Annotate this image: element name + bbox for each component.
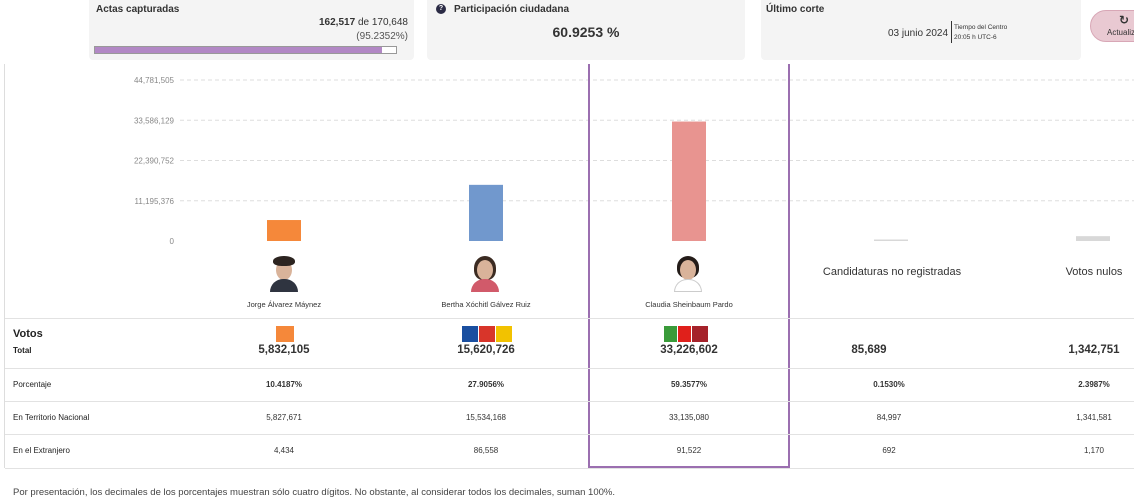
y-tick-label: 0 [170,237,175,246]
refresh-icon: ↻ [1119,13,1130,27]
party-logo-group [462,326,512,342]
actas-count: 162,517 de 170,648 [319,17,408,28]
nacional-sheinbaum: 33,135,080 [668,413,710,422]
extranjero-galvez: 86,558 [473,446,499,455]
actas-of: de [357,17,370,28]
party-logo-group [664,326,708,342]
corte-date: 03 junio 2024 [888,28,949,39]
bar-2[interactable] [672,121,706,241]
candidate-photo-sheinbaum [672,254,704,292]
corte-tz-line1: Tiempo del Centro [954,24,1008,31]
corte-timezone: Tiempo del Centro 20:05 h UTC-6 [954,23,1007,43]
candidate-name-galvez: Bertha Xóchitl Gálvez Ruiz [441,300,531,309]
percent-nulos: 2.3987% [1078,380,1110,389]
results-panel: 0 11,195,376 22,390,752 33,586,129 44,781,50… [0,64,1134,500]
bar-0[interactable] [267,220,301,241]
extranjero-maynez: 4,434 [273,446,295,455]
total-galvez: 15,620,726 [457,344,515,356]
participacion-card: ? Participación ciudadana 60.9253 % [427,0,745,60]
extranjero-no-registradas: 692 [882,446,896,455]
percent-galvez: 27.9056% [467,380,505,389]
extranjero-label: En el Extranjero [13,446,70,455]
y-tick-label: 22,390,752 [134,157,175,166]
refresh-label: Actualiz [1107,28,1134,37]
actas-card: Actas capturadas 162,517 de 170,648 (95.… [89,0,414,60]
party-logo-group [276,326,294,342]
candidate-name-sheinbaum: Claudia Sheinbaum Pardo [645,300,733,309]
candidate-photo-galvez [469,254,501,292]
bar-4[interactable] [1076,236,1110,241]
party-logo-icon [462,326,478,342]
party-logo-icon [496,326,512,342]
party-logo-icon [479,326,495,342]
y-tick-label: 33,586,129 [134,116,175,125]
label-no-registradas: Candidaturas no registradas [822,266,962,278]
y-tick-label: 11,195,376 [135,197,175,206]
summary-header: Actas capturadas 162,517 de 170,648 (95.… [0,0,1134,64]
nacional-nulos: 1,341,581 [1076,413,1112,422]
candidate-photo-maynez [268,254,300,292]
percent-sheinbaum: 59.3577% [670,380,708,389]
actas-captured: 162,517 [319,17,356,28]
leading-candidate-highlight [588,64,790,468]
corte-divider [951,21,952,43]
extranjero-nulos: 1,170 [1083,446,1105,455]
total-label: Total [13,346,32,355]
corte-tz-line2: 20:05 h UTC-6 [954,34,997,41]
percent-maynez: 10.4187% [265,380,303,389]
nacional-no-registradas: 84,997 [876,413,902,422]
actas-percent: (95.2352%) [356,31,408,42]
total-sheinbaum: 33,226,602 [660,344,718,356]
total-nulos: 1,342,751 [1068,344,1120,356]
footnote: Por presentación, los decimales de los p… [13,487,615,498]
actas-title: Actas capturadas [96,4,180,15]
candidate-name-maynez: Jorge Álvarez Máynez [246,300,322,309]
nacional-galvez: 15,534,168 [465,413,507,422]
participacion-value: 60.9253 % [552,24,620,40]
refresh-button[interactable]: ↻ Actualiz [1090,10,1134,42]
party-logo-icon [664,326,677,342]
row-divider [5,468,1134,469]
row-divider [5,318,1134,319]
total-no-registradas: 85,689 [851,344,887,356]
corte-title: Último corte [766,4,825,15]
row-divider [5,401,1134,402]
votos-label: Votos [13,328,43,340]
actas-total: 170,648 [371,17,408,28]
nacional-maynez: 5,827,671 [266,413,302,422]
y-tick-label: 44,781,505 [134,76,175,85]
row-divider [5,434,1134,435]
nacional-label: En Territorio Nacional [13,413,90,422]
bar-3[interactable] [874,239,908,242]
actas-progress-fill [95,47,382,53]
party-logo-icon [678,326,691,342]
participacion-title: Participación ciudadana [454,4,570,15]
extranjero-sheinbaum: 91,522 [676,446,702,455]
percent-no-registradas: 0.1530% [873,380,905,389]
bar-1[interactable] [469,184,503,241]
row-divider [5,368,1134,369]
party-logo-icon [692,326,708,342]
total-maynez: 5,832,105 [258,344,310,356]
actas-progress-bar [94,46,397,54]
party-logo-icon [276,326,294,342]
corte-card: Último corte 03 junio 2024 Tiempo del Ce… [761,0,1081,60]
votes-bar-chart: 0 11,195,376 22,390,752 33,586,129 44,781,50… [134,76,1134,246]
left-border [4,64,5,468]
label-votos-nulos: Votos nulos [1065,266,1123,278]
info-icon[interactable]: ? [436,4,446,14]
porcentaje-label: Porcentaje [13,380,52,389]
